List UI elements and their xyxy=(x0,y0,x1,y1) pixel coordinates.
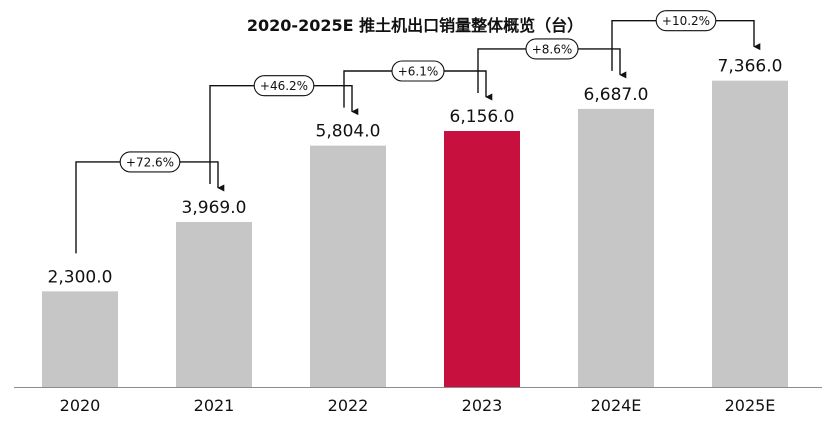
growth-badge-4 xyxy=(525,38,579,60)
growth-label-1: +72.6% xyxy=(126,155,174,169)
value-label-2022: 5,804.0 xyxy=(316,122,381,142)
value-label-2025e: 7,366.0 xyxy=(718,57,783,77)
growth-badge-2 xyxy=(253,75,315,97)
growth-label-2: +46.2% xyxy=(260,79,308,93)
value-label-2021: 3,969.0 xyxy=(182,198,247,218)
x-tick-2024e: 2024E xyxy=(591,396,642,415)
bar-2020 xyxy=(42,291,118,387)
value-label-2023: 6,156.0 xyxy=(450,107,515,127)
x-tick-labels: 2020 2021 2022 2023 2024E 2025E xyxy=(60,396,776,415)
value-label-2024e: 6,687.0 xyxy=(584,85,649,105)
x-tick-2023: 2023 xyxy=(462,396,503,415)
growth-badge-1 xyxy=(119,151,181,173)
growth-badge-5 xyxy=(655,10,717,32)
chart-title: 2020-2025E 推土机出口销量整体概览（台） xyxy=(247,16,583,35)
growth-label-4: +8.6% xyxy=(532,42,573,56)
x-tick-2021: 2021 xyxy=(194,396,235,415)
value-label-2020: 2,300.0 xyxy=(48,267,113,287)
growth-arrows: +72.6% +46.2% +6.1% +8.6% +10.2% xyxy=(75,10,761,254)
growth-label-3: +6.1% xyxy=(398,65,439,79)
x-tick-2020: 2020 xyxy=(60,396,101,415)
x-tick-2022: 2022 xyxy=(328,396,369,415)
bar-2022 xyxy=(310,145,386,387)
bar-2025e xyxy=(712,80,788,388)
growth-label-5: +10.2% xyxy=(662,14,710,28)
bar-2023 xyxy=(444,131,520,387)
growth-badge-3 xyxy=(391,60,445,82)
value-labels: 2,300.0 3,969.0 5,804.0 6,156.0 6,687.0 7,366… xyxy=(48,57,783,288)
bar-2024e xyxy=(578,108,654,388)
bars xyxy=(42,80,788,388)
x-tick-2025e: 2025E xyxy=(725,396,776,415)
bar-2021 xyxy=(176,221,252,387)
